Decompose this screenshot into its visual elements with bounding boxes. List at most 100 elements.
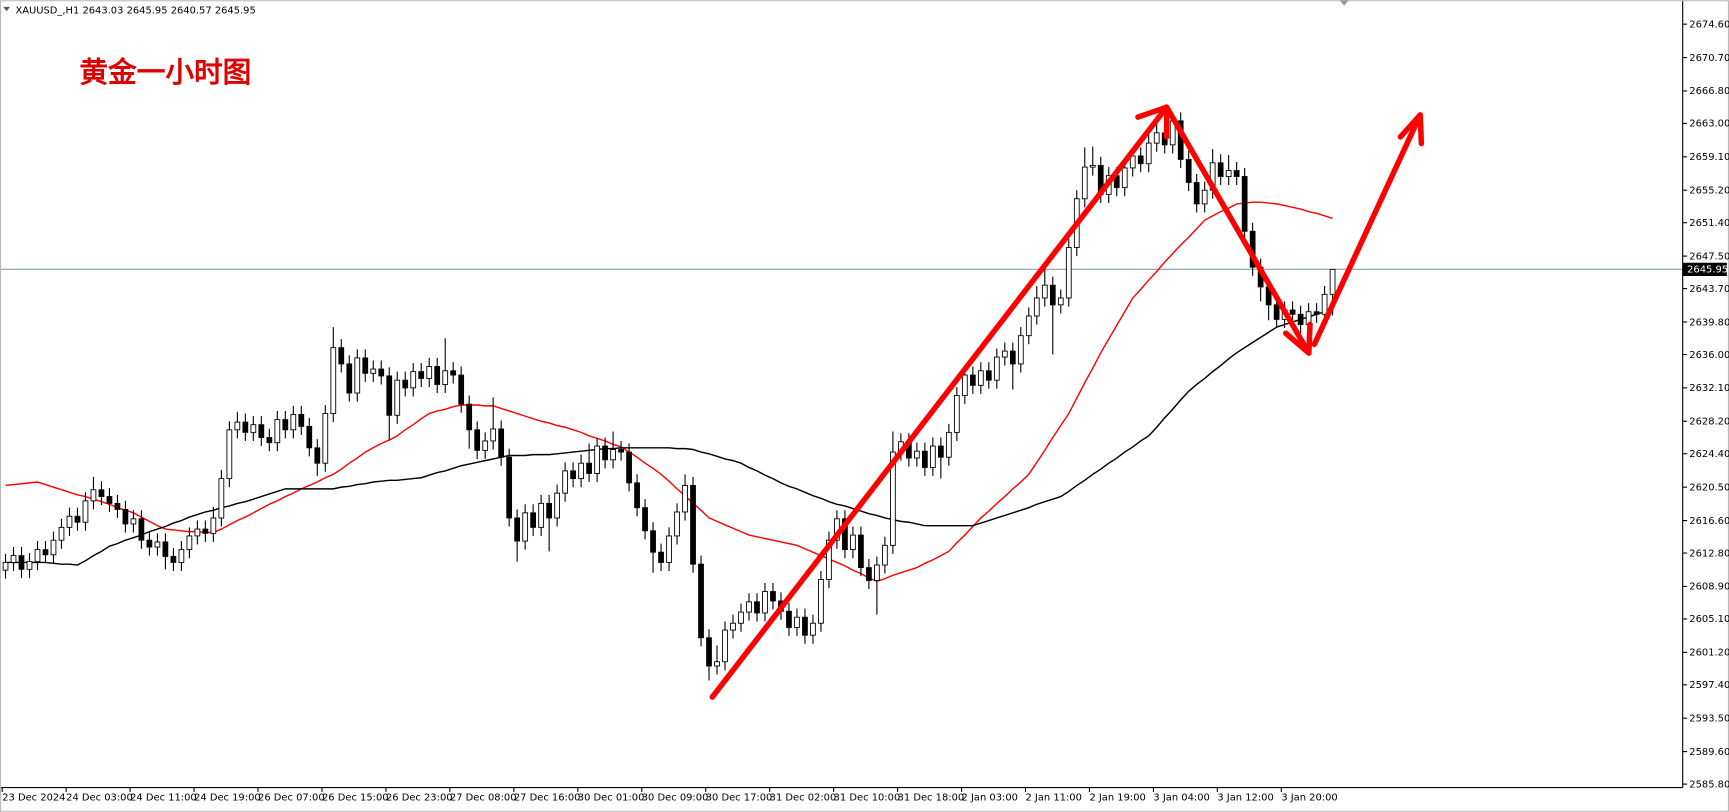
candle [250, 416, 257, 441]
candle [442, 338, 449, 394]
candle-body [1009, 350, 1016, 365]
x-tick-label: 3 Jan 20:00 [1281, 793, 1337, 804]
y-tick-label: 2589.60 [1689, 747, 1729, 758]
candle-body [434, 366, 441, 385]
candle [985, 362, 992, 389]
candle-body [66, 515, 73, 528]
candle [770, 582, 776, 610]
candle [370, 360, 377, 382]
candle-body [1241, 176, 1248, 232]
candle-body [522, 512, 529, 542]
candle [354, 349, 361, 402]
candle [874, 556, 880, 615]
y-tick-label: 2674.60 [1689, 19, 1729, 30]
candle [850, 526, 856, 559]
candle-body [402, 379, 409, 389]
candle-body [514, 517, 521, 542]
candle-body [346, 363, 353, 394]
x-tick-label: 30 Dec 01:00 [578, 793, 645, 804]
candle [810, 614, 816, 644]
x-tick-label: 30 Dec 17:00 [706, 793, 773, 804]
candle [202, 520, 209, 542]
candle [1185, 150, 1192, 192]
x-tick-label: 2 Jan 19:00 [1089, 793, 1145, 804]
candle [26, 553, 33, 578]
candle [82, 492, 89, 531]
candle-body [482, 440, 489, 451]
candle [218, 470, 225, 527]
candle-body [890, 451, 896, 546]
candle-body [698, 563, 704, 639]
candle [562, 462, 568, 502]
candle-body [146, 539, 153, 548]
candle-body [722, 629, 728, 663]
candle [1217, 154, 1224, 186]
y-tick-label: 2643.70 [1689, 284, 1729, 295]
candle [362, 349, 369, 382]
x-tick-label: 24 Dec 03:00 [66, 793, 133, 804]
candle [914, 442, 920, 467]
candle-body [738, 611, 744, 624]
candle-body [562, 470, 568, 494]
candle-body [866, 567, 872, 581]
candle [114, 494, 121, 518]
candle [66, 507, 73, 536]
candle-body [1201, 189, 1208, 205]
candle-body [114, 502, 121, 510]
candle [242, 413, 249, 441]
header: XAUUSD_,H1 2643.03 2645.95 2640.57 2645.… [15, 5, 255, 16]
candle-body [258, 424, 265, 438]
candle-body [298, 413, 305, 427]
x-tick-label: 23 Dec 2024 [2, 793, 65, 804]
candle [1049, 276, 1056, 355]
candle-body [1193, 182, 1200, 205]
candle [418, 363, 425, 388]
candle-body [650, 530, 656, 553]
candle [482, 432, 489, 459]
candle [426, 357, 433, 388]
candle [937, 437, 944, 479]
candle-body [1089, 164, 1096, 168]
candle [2, 553, 9, 579]
candle [138, 510, 145, 549]
candle-body [985, 370, 992, 381]
candle [618, 440, 624, 461]
candle-body [618, 449, 624, 453]
candle [746, 593, 752, 621]
candle-body [226, 429, 233, 480]
candle [90, 476, 97, 510]
candle [586, 443, 592, 483]
candle-body [26, 561, 33, 570]
y-tick-label: 2620.50 [1689, 482, 1729, 493]
candle-body [498, 428, 505, 458]
candle [98, 481, 105, 506]
x-tick-label: 31 Dec 02:00 [770, 793, 837, 804]
candle-body [682, 484, 688, 513]
candle [210, 506, 217, 542]
candle-body [210, 517, 217, 534]
candle [474, 421, 481, 459]
candle-body [170, 556, 177, 563]
candle-body [90, 489, 97, 502]
candle-body [794, 616, 800, 628]
candle-body [802, 616, 808, 636]
candle-body [202, 528, 209, 534]
y-tick-label: 2636.00 [1689, 350, 1729, 361]
candle-body [714, 661, 720, 667]
candle [1041, 264, 1048, 307]
candle-body [826, 539, 832, 581]
candle [274, 410, 281, 452]
x-tick-label: 30 Dec 09:00 [642, 793, 709, 804]
candle [1289, 301, 1296, 323]
y-tick-label: 2647.50 [1689, 251, 1729, 262]
y-tick-label: 2612.80 [1689, 548, 1729, 559]
candle-body [858, 534, 864, 569]
candle [626, 443, 632, 492]
candle-body [937, 445, 944, 458]
candle [1177, 112, 1184, 168]
candle-body [818, 579, 824, 624]
candle [714, 645, 720, 675]
candle-body [282, 419, 289, 431]
candle-body [386, 375, 393, 416]
